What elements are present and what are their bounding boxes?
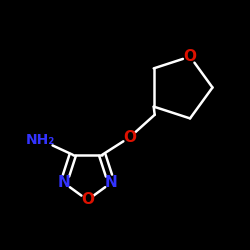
- Text: O: O: [123, 130, 136, 145]
- Text: O: O: [184, 49, 196, 64]
- Text: N: N: [57, 175, 70, 190]
- Text: N: N: [105, 175, 118, 190]
- Text: NH₂: NH₂: [26, 133, 55, 147]
- Text: O: O: [81, 192, 94, 208]
